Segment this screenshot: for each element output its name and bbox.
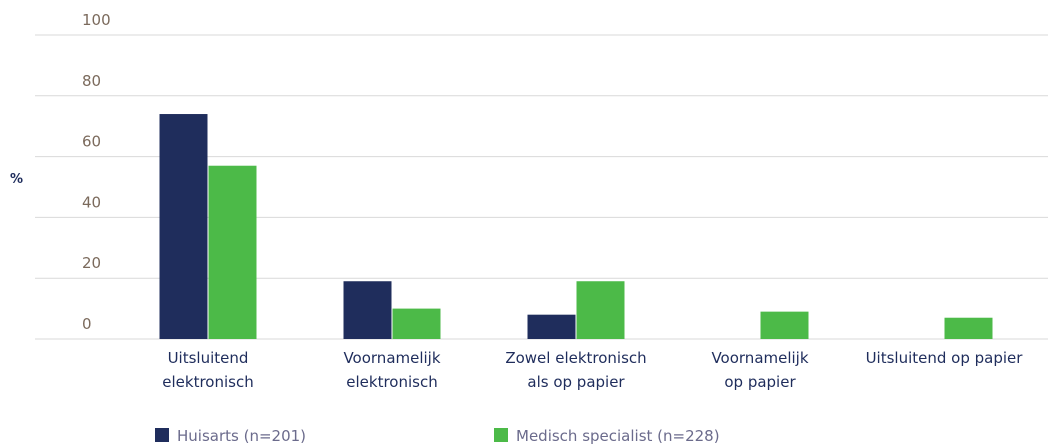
x-tick-label: Zowel elektronisch als op papier: [505, 349, 647, 391]
x-tick-label: Voornamelijk op papier: [711, 349, 809, 391]
legend-label: Huisarts (n=201): [177, 427, 306, 445]
bar: [527, 314, 576, 339]
bar: [576, 281, 625, 339]
legend-label: Medisch specialist (n=228): [516, 427, 720, 445]
y-axis-label: %: [10, 172, 23, 187]
x-tick-label: Uitsluitend op papier: [865, 349, 1023, 367]
legend-swatch: [155, 428, 169, 442]
legend-swatch: [494, 428, 508, 442]
x-tick-label: Uitsluitend elektronisch: [162, 349, 254, 391]
x-tick-label: Voornamelijk elektronisch: [343, 349, 441, 391]
y-tick-label: 0: [82, 315, 92, 333]
bar: [208, 165, 257, 339]
y-tick-label: 60: [82, 133, 101, 151]
bar: [343, 281, 392, 339]
y-tick-label: 40: [82, 193, 101, 211]
bar: [760, 311, 809, 339]
bar: [159, 114, 208, 339]
bar: [392, 308, 441, 339]
bar: [944, 317, 993, 339]
y-tick-label: 20: [82, 254, 101, 272]
y-tick-label: 100: [82, 11, 111, 29]
y-tick-label: 80: [82, 72, 101, 90]
